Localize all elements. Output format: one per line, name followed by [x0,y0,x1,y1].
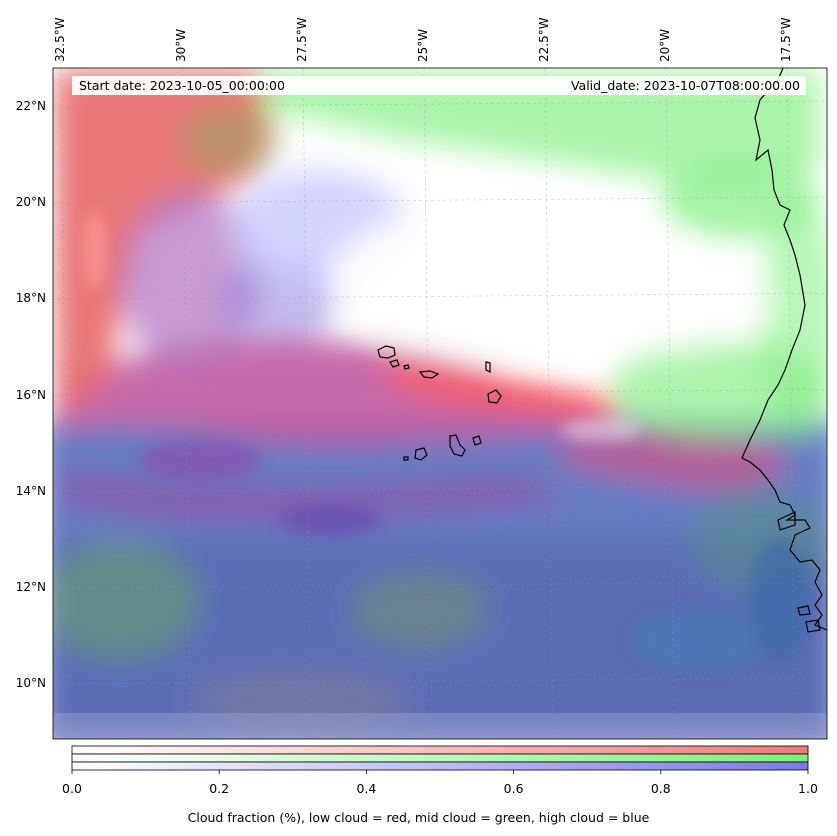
longitude-label: 22.5°W [537,17,551,62]
colorbar-tick-label: 0.4 [356,781,377,796]
valid-date-label: Valid_date: 2023-10-07T08:00:00.00 [570,78,800,93]
meridian-gridline [544,68,554,739]
map-frame [52,67,828,740]
colorbar-tick-label: 0.2 [209,781,230,796]
meridian-gridline [786,68,796,739]
colorbar-tick-label: 0.8 [650,781,671,796]
longitude-label: 17.5°W [779,17,793,62]
start-date-label: Start date: 2023-10-05_00:00:00 [79,78,285,93]
latitude-label: 16°N [15,387,46,402]
latitude-label: 14°N [15,483,46,498]
meridian-gridline [181,68,191,739]
colorbar-mid [71,753,809,763]
latitude-label: 12°N [15,579,46,594]
meridian-gridline [665,68,675,739]
longitude-label: 20°W [658,28,672,62]
latitude-label: 22°N [15,99,46,113]
longitude-label: 25°W [416,28,430,62]
colorbar-tick-label: 1.0 [798,781,818,796]
colorbar [71,745,809,774]
colorbar-high [71,761,809,771]
colorbar-caption: Cloud fraction (%), low cloud = red, mid… [187,810,650,825]
colorbar-low [71,745,809,755]
colorbar-tick-label: 0.0 [62,781,82,796]
date-info-box: Start date: 2023-10-05_00:00:00 Valid_da… [72,76,806,95]
longitude-label: 30°W [174,28,188,62]
cloud-layer [53,68,827,739]
coastlines [741,68,827,633]
latitude-label: 18°N [15,291,46,306]
gridlines [53,68,827,739]
cape-verde-islands [377,345,502,461]
meridian-gridline [60,68,70,739]
longitude-label: 32.5°W [53,17,67,62]
cloud-detail [83,210,810,670]
meridian-gridline [423,68,433,739]
colorbar-tick-label: 0.6 [503,781,524,796]
latitude-label: 20°N [15,195,46,210]
meridian-gridline [302,68,312,739]
latitude-label: 10°N [15,676,46,690]
longitude-label: 27.5°W [295,17,309,62]
